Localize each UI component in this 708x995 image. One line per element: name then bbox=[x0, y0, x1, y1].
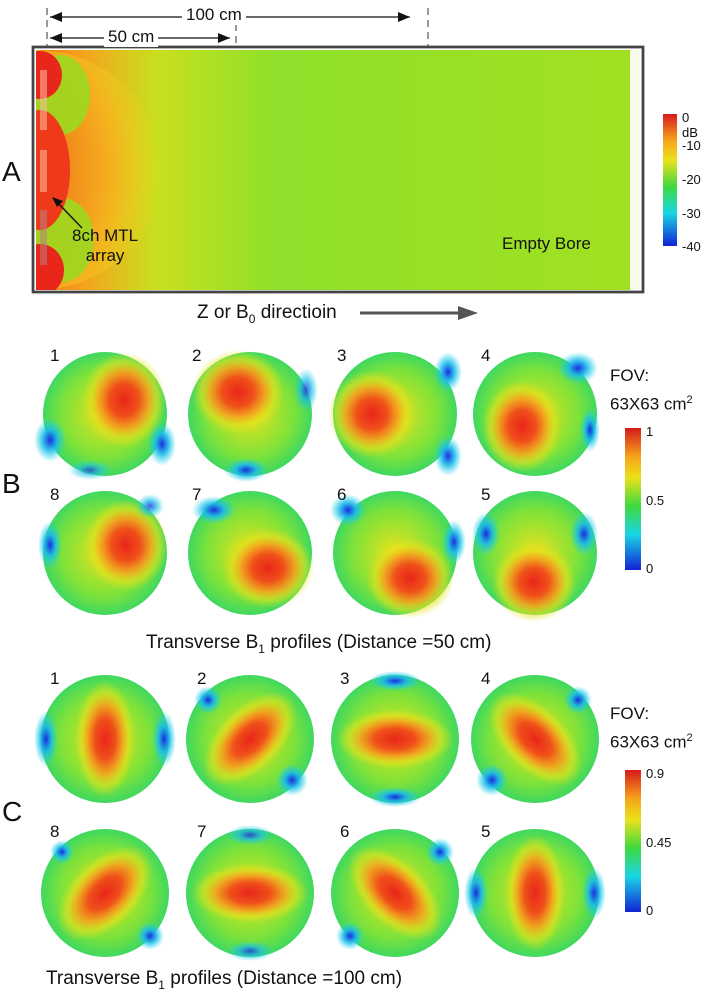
colorbar-c-tick-045: 0.45 bbox=[646, 835, 672, 850]
colorbar-c bbox=[625, 770, 641, 912]
panel-a bbox=[31, 8, 677, 320]
panel-b bbox=[34, 350, 641, 622]
panel-c bbox=[34, 671, 641, 961]
bore-field-map bbox=[36, 50, 640, 290]
dim-100cm-label: 100 cm bbox=[182, 5, 246, 25]
c-profile-4 bbox=[471, 675, 599, 803]
colorbar-c-tick-09: 0.9 bbox=[646, 766, 665, 781]
b-profile-2 bbox=[188, 350, 318, 482]
colorbar-a bbox=[663, 114, 677, 246]
c-fov-line1: FOV: bbox=[610, 704, 650, 723]
b-number-3: 3 bbox=[337, 346, 347, 365]
c-profile-7 bbox=[186, 825, 314, 961]
b-profile-6 bbox=[330, 491, 466, 618]
array-pointer-arrow bbox=[54, 199, 83, 229]
b-caption-sub: 1 bbox=[258, 641, 265, 656]
b-profile-8 bbox=[38, 491, 168, 615]
c-profile-2 bbox=[186, 675, 314, 803]
b-number-8: 8 bbox=[50, 485, 60, 504]
c-fov-sup: 2 bbox=[686, 732, 693, 744]
b-fov-sup: 2 bbox=[686, 394, 693, 406]
colorbar-b-tick-0: 0 bbox=[646, 561, 654, 576]
b-fov-line2: 63X63 cm bbox=[610, 394, 687, 414]
c-number-3: 3 bbox=[340, 669, 350, 688]
c-number-5: 5 bbox=[481, 822, 491, 841]
panel-letter-b: B bbox=[2, 468, 21, 499]
colorbar-b-tick-05: 0.5 bbox=[646, 493, 665, 508]
c-number-7: 7 bbox=[197, 822, 207, 841]
b-profile-1 bbox=[34, 352, 176, 480]
c-caption-sub: 1 bbox=[158, 977, 165, 992]
colorbar-a-tick-4: -40 bbox=[682, 239, 701, 254]
colorbar-a-tick-3: -30 bbox=[682, 206, 701, 221]
c-profile-3 bbox=[331, 671, 459, 807]
colorbar-a-tick-2: -20 bbox=[682, 172, 701, 187]
array-label-line2: array bbox=[85, 246, 125, 265]
colorbar-b-tick-1: 1 bbox=[646, 424, 654, 439]
b-profile-7 bbox=[188, 491, 314, 615]
c-profile-1 bbox=[34, 675, 176, 803]
empty-bore-label: Empty Bore bbox=[502, 234, 591, 253]
c-fov-line2: 63X63 cm bbox=[610, 732, 687, 752]
b-fov-label: FOV: 63X63 cm2 bbox=[610, 364, 693, 417]
panel-letter-a: A bbox=[2, 156, 21, 187]
c-caption-post: profiles (Distance =100 cm) bbox=[164, 968, 403, 989]
b-fov-line1: FOV: bbox=[610, 366, 650, 385]
z-axis-text: Z or B bbox=[197, 302, 249, 323]
c-number-8: 8 bbox=[50, 822, 60, 841]
c-number-4: 4 bbox=[481, 669, 491, 688]
c-caption-pre: Transverse B bbox=[46, 968, 159, 989]
array-label-line1: 8ch MTL bbox=[72, 226, 139, 245]
b-number-6: 6 bbox=[337, 485, 347, 504]
c-caption: Transverse B1 profiles (Distance =100 cm… bbox=[46, 968, 402, 992]
b-number-7: 7 bbox=[192, 485, 202, 504]
colorbar-a-tick-0: 0 dB bbox=[682, 110, 698, 140]
c-profile-5 bbox=[464, 829, 606, 957]
colorbar-b bbox=[625, 428, 641, 570]
b-caption-pre: Transverse B bbox=[146, 632, 259, 653]
c-number-2: 2 bbox=[197, 669, 207, 688]
b-profile-5 bbox=[472, 491, 598, 622]
z-axis-label: Z or B0 directioin bbox=[197, 302, 337, 326]
b-number-1: 1 bbox=[50, 346, 60, 365]
dim-50cm-label: 50 cm bbox=[104, 27, 159, 47]
b-caption-post: profiles (Distance =50 cm) bbox=[264, 632, 492, 653]
colorbar-c-tick-0: 0 bbox=[646, 903, 654, 918]
c-profile-8 bbox=[41, 829, 169, 957]
b-caption: Transverse B1 profiles (Distance =50 cm) bbox=[146, 632, 491, 656]
b-number-4: 4 bbox=[481, 346, 491, 365]
b-number-5: 5 bbox=[481, 485, 491, 504]
b-number-2: 2 bbox=[192, 346, 202, 365]
b-profile-3 bbox=[328, 352, 462, 476]
c-number-1: 1 bbox=[50, 669, 60, 688]
z-axis-suffix: directioin bbox=[255, 302, 337, 323]
c-profile-6 bbox=[331, 829, 459, 957]
panel-letter-c: C bbox=[2, 796, 23, 827]
c-fov-label: FOV: 63X63 cm2 bbox=[610, 702, 693, 755]
z-axis-sub: 0 bbox=[248, 311, 256, 326]
colorbar-a-tick-1: -10 bbox=[682, 138, 701, 153]
b-profile-4 bbox=[473, 352, 600, 476]
array-label: 8ch MTL array bbox=[72, 226, 138, 266]
c-number-6: 6 bbox=[340, 822, 350, 841]
